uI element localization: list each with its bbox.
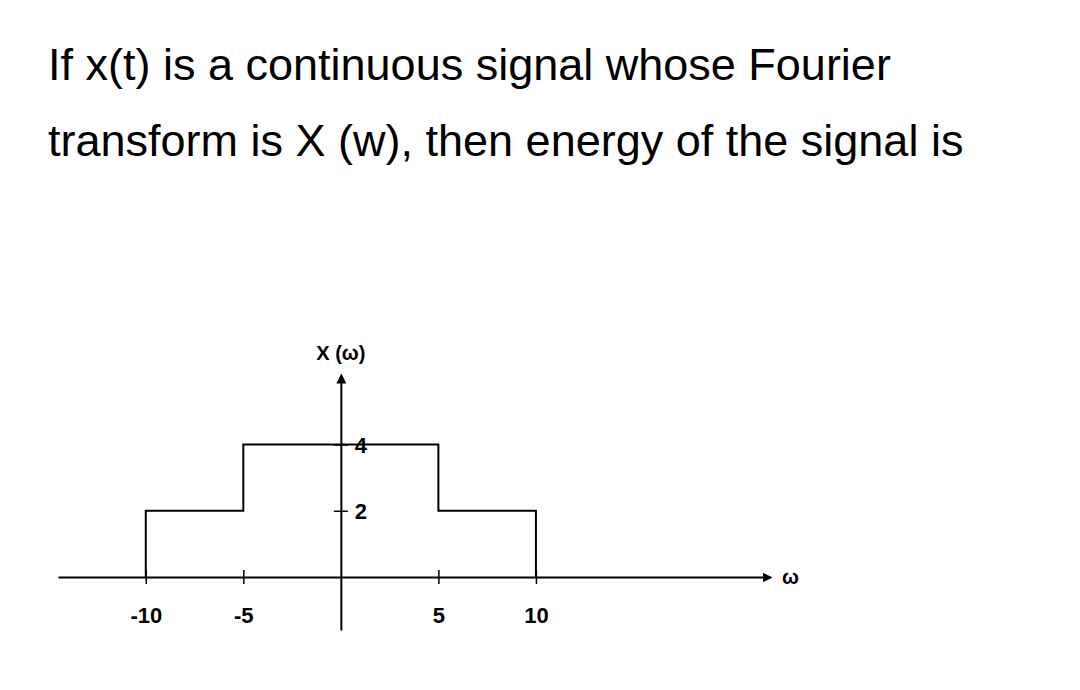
x-tick: -10: [130, 570, 162, 628]
x-axis-title: ω: [782, 566, 799, 588]
spectrum-line: [146, 445, 536, 577]
x-tick-label: 5: [433, 603, 445, 628]
chart: If x(t) is a continuous signal whose Fou…: [0, 0, 1080, 690]
x-axis-line: [59, 577, 771, 579]
y-axis: 24: [334, 376, 368, 631]
x-tick: -5: [234, 570, 254, 628]
title: If x(t) is a continuous signal whose Fou…: [48, 39, 963, 166]
x-tick-label: -5: [234, 603, 254, 628]
x-tick-mark: [243, 570, 245, 584]
x-tick: 5: [433, 570, 445, 628]
title-line: If x(t) is a continuous signal whose Fou…: [48, 39, 891, 90]
y-axis-title: X (ω): [316, 342, 365, 364]
plot-area: [146, 445, 536, 577]
y-axis-line: [340, 376, 342, 631]
x-tick-mark: [438, 570, 440, 584]
title-line: transform is X (w), then energy of the s…: [48, 115, 963, 166]
x-axis: -10 -5 5 10: [59, 570, 771, 628]
y-tick-mark: [334, 511, 348, 513]
y-tick: 2: [334, 499, 367, 524]
x-tick-label: 10: [524, 603, 548, 628]
y-tick-label: 2: [355, 499, 367, 524]
x-tick-label: -10: [130, 603, 162, 628]
x-tick: 10: [524, 570, 548, 628]
